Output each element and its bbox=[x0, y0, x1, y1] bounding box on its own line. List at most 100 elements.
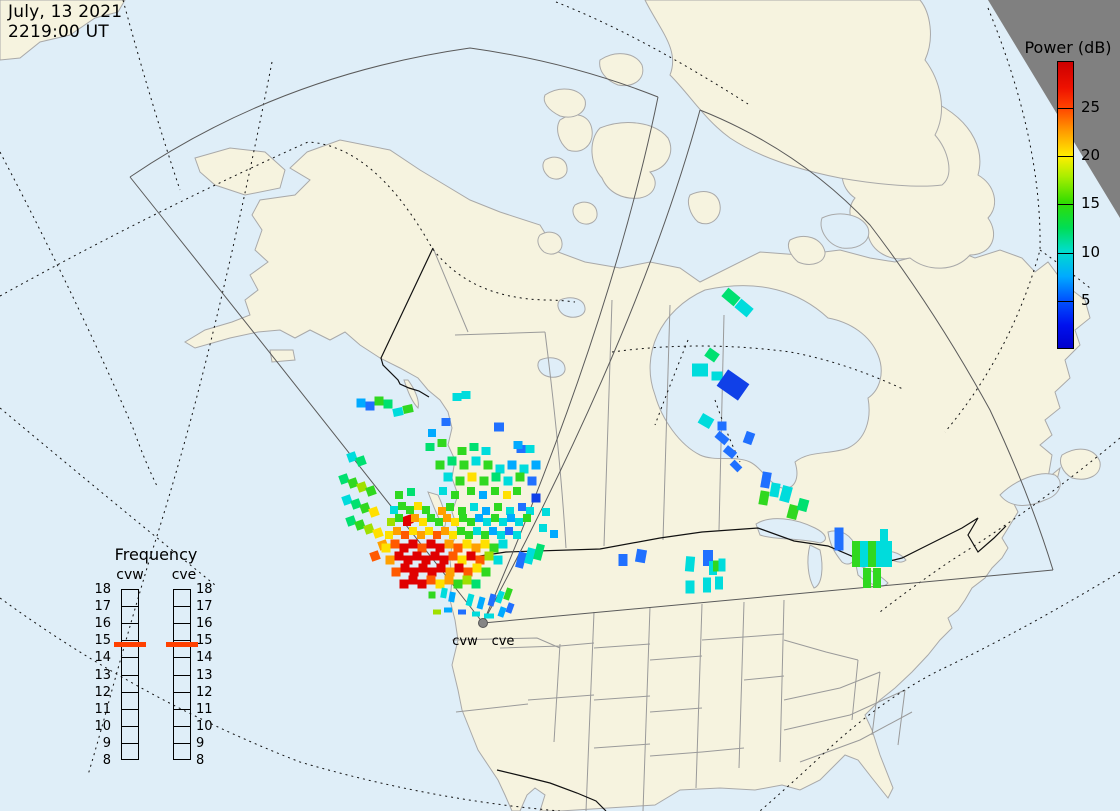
echo-cell bbox=[443, 472, 453, 482]
frequency-ladder-cell bbox=[122, 590, 138, 642]
echo-cell bbox=[495, 590, 505, 604]
echo-cell bbox=[395, 514, 403, 522]
echo-cell bbox=[458, 609, 466, 615]
echo-cell bbox=[483, 460, 493, 470]
echo-cell bbox=[480, 539, 490, 549]
echo-cell bbox=[467, 472, 477, 482]
echo-cell bbox=[499, 518, 507, 526]
echo-cell bbox=[449, 531, 457, 539]
power-colorbar bbox=[1057, 61, 1074, 349]
echo-cell bbox=[417, 543, 427, 553]
colorbar-tick bbox=[1058, 203, 1073, 205]
echo-cell bbox=[452, 393, 462, 401]
frequency-ladder-cell bbox=[122, 590, 138, 676]
echo-cell bbox=[729, 459, 743, 473]
echo-cell bbox=[513, 487, 521, 495]
echo-cell bbox=[533, 543, 545, 561]
echo-cell bbox=[457, 447, 467, 455]
echo-cell bbox=[365, 401, 375, 411]
frequency-scale-number: 14 bbox=[94, 650, 111, 666]
echo-cell bbox=[435, 543, 445, 553]
echo-cell bbox=[403, 518, 411, 526]
frequency-ladder-cell bbox=[122, 590, 138, 744]
echo-cell bbox=[714, 430, 730, 446]
echo-cell bbox=[515, 472, 525, 482]
echo-cell bbox=[506, 507, 514, 515]
echo-cell bbox=[471, 579, 481, 589]
echo-cell bbox=[507, 460, 517, 470]
echo-cell bbox=[491, 487, 499, 495]
frequency-scale-number: 16 bbox=[196, 616, 213, 632]
echo-cell bbox=[467, 487, 475, 495]
state-borders bbox=[432, 247, 913, 811]
frequency-ladder-cell bbox=[174, 590, 190, 625]
echo-cell bbox=[417, 579, 427, 589]
frequency-ladder-cell bbox=[122, 590, 138, 625]
echo-cell bbox=[471, 456, 481, 466]
echo-cell bbox=[441, 527, 449, 535]
echo-cell bbox=[411, 514, 419, 522]
colorbar-tick bbox=[1058, 252, 1073, 254]
echo-cell bbox=[834, 527, 844, 551]
echo-cell bbox=[524, 547, 536, 565]
echo-cell bbox=[863, 568, 871, 588]
echo-cell bbox=[876, 541, 884, 567]
echo-cell bbox=[550, 530, 558, 538]
echo-cell bbox=[426, 539, 436, 549]
echo-cell bbox=[523, 514, 531, 522]
echo-cell bbox=[515, 551, 527, 569]
echo-cell bbox=[697, 412, 715, 430]
colorbar-tick-label: 20 bbox=[1081, 145, 1101, 164]
echo-cell bbox=[444, 607, 452, 613]
echo-cell bbox=[471, 543, 481, 553]
echo-cell bbox=[440, 587, 448, 599]
echo-cell bbox=[472, 611, 480, 617]
colorbar-tick-label: 15 bbox=[1081, 193, 1101, 212]
echo-cell bbox=[618, 554, 628, 566]
frequency-scale-number: 9 bbox=[102, 735, 111, 751]
echo-cell bbox=[425, 443, 435, 451]
frequency-scale-number: 8 bbox=[102, 753, 111, 768]
frequency-scale-number: 13 bbox=[196, 667, 213, 683]
echo-cell bbox=[483, 518, 491, 526]
echo-cell bbox=[796, 497, 810, 513]
echo-cell bbox=[542, 508, 550, 516]
echo-cell bbox=[489, 527, 497, 535]
echo-cell bbox=[398, 502, 406, 510]
radar-fov-outlines bbox=[129, 47, 1054, 624]
frequency-ladder-cell bbox=[122, 590, 138, 693]
timestamp-time: 2219:00 UT bbox=[8, 22, 109, 42]
echo-cell bbox=[433, 531, 441, 539]
frequency-ladder-cell bbox=[174, 590, 190, 659]
echo-cell bbox=[408, 575, 418, 585]
echo-cell bbox=[760, 471, 772, 489]
echo-cell bbox=[459, 460, 469, 470]
colorbar-tick bbox=[1058, 155, 1073, 157]
echo-cell bbox=[439, 487, 447, 495]
echo-cell bbox=[363, 523, 375, 535]
echo-cell bbox=[481, 567, 491, 577]
echo-cell bbox=[493, 555, 503, 565]
echo-cell bbox=[435, 579, 445, 589]
echo-cell bbox=[758, 490, 770, 506]
echo-cell bbox=[422, 506, 430, 514]
echo-cell bbox=[443, 514, 451, 522]
echo-cell bbox=[484, 551, 494, 561]
echo-cell bbox=[457, 555, 467, 565]
frequency-scale-number: 16 bbox=[94, 616, 111, 632]
echo-cell bbox=[507, 514, 515, 522]
echo-cell bbox=[716, 369, 750, 401]
echo-cell bbox=[473, 527, 481, 535]
echo-cell bbox=[462, 539, 472, 549]
echo-cell bbox=[684, 556, 696, 572]
colorbar-tick bbox=[1058, 301, 1073, 303]
frequency-scale-number: 14 bbox=[196, 650, 213, 666]
echo-cell bbox=[439, 555, 449, 565]
echo-cell bbox=[513, 441, 523, 449]
site-label-cvw: cvw bbox=[452, 634, 478, 649]
echo-cell bbox=[527, 476, 537, 486]
frequency-ladder-cell bbox=[174, 590, 190, 727]
echo-cell bbox=[462, 575, 472, 585]
echo-cell bbox=[451, 491, 459, 499]
